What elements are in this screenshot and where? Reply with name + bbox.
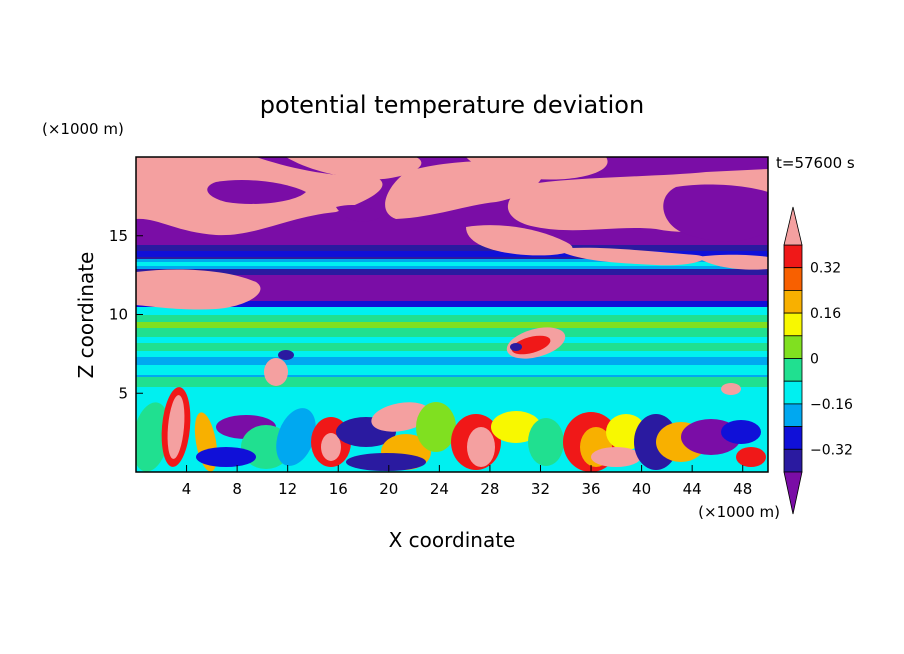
x-axis-ticks: 4 8 12 16 20 24 28 32 36 40 44 48 [182,465,752,498]
colorbar-segment [783,312,803,337]
colorbar-segment [783,448,803,473]
field-patch [466,225,573,256]
y-axis-label: Z coordinate [74,252,98,379]
colorbar-label: −0.16 [810,397,853,413]
x-tick-label: 40 [632,480,651,498]
colorbar-segment [783,358,803,382]
field-blob [721,420,761,444]
colorbar-segment [783,267,803,291]
colorbar-label: 0.32 [810,261,841,277]
colorbar-segment [783,335,803,359]
x-tick-label: 16 [329,480,348,498]
field-blob [321,433,341,461]
field-patch [466,157,608,180]
field-blob [510,343,522,351]
colorbar-label: 0 [810,352,819,368]
colorbar-segment [783,380,803,405]
field-blob [264,358,288,386]
field-patch [286,157,422,180]
x-tick-label: 48 [733,480,752,498]
field-blob [491,411,541,443]
y-tick-label: 15 [109,227,128,245]
x-tick-label: 4 [182,480,192,498]
field-band [136,365,768,375]
x-tick-label: 8 [232,480,242,498]
field-band [136,262,768,266]
field-band [136,307,768,317]
chart-title: potential temperature deviation [260,91,644,119]
colorbar-label: 0.16 [810,306,841,322]
time-label: t=57600 s [776,154,855,172]
field-patch [385,161,543,219]
colorbar-min-arrow [783,471,803,515]
field-patch [207,180,306,204]
field-band [136,301,768,307]
field-blob [371,402,431,432]
x-tick-label: 12 [278,480,297,498]
field-blob [196,447,256,467]
field-patch [696,254,768,270]
field-blob [736,447,766,467]
field-band [136,387,768,403]
colorbar-segment [783,403,803,427]
field-blob [276,408,316,466]
colorbar-label: −0.32 [810,442,853,458]
field-layer [136,157,768,472]
colorbar: 0.32 0.16 0 −0.16 −0.32 [783,206,853,515]
colorbar-segment [783,289,803,314]
x-tick-label: 32 [531,480,550,498]
y-tick-label: 5 [118,384,128,402]
field-band [136,251,768,257]
y-tick-label: 10 [109,306,128,324]
field-blob [591,447,641,467]
x-tick-label: 36 [581,480,600,498]
y-unit-label: (×1000 m) [42,120,124,138]
field-patch [336,205,381,222]
field-blob [416,402,456,452]
colorbar-max-arrow [783,206,803,246]
field-blob [278,350,294,360]
field-blob [467,427,495,467]
x-tick-label: 20 [379,480,398,498]
field-blob [721,383,741,395]
x-tick-label: 44 [683,480,702,498]
field-patch [663,184,768,242]
x-tick-label: 24 [430,480,449,498]
field-blob [528,418,564,466]
field-band [136,377,768,387]
colorbar-segment [783,426,803,450]
field-patch [556,247,704,266]
field-band [136,343,768,351]
field-blob [346,453,426,471]
x-tick-label: 28 [480,480,499,498]
colorbar-segment [783,244,803,269]
field-patch [136,269,261,310]
field-blob [511,335,551,355]
x-unit-label: (×1000 m) [698,503,780,521]
field-band [136,322,768,328]
y-axis-ticks: 5 10 15 [109,227,143,402]
x-axis-label: X coordinate [389,528,516,552]
field-blob [167,395,185,459]
field-blob [136,402,170,472]
